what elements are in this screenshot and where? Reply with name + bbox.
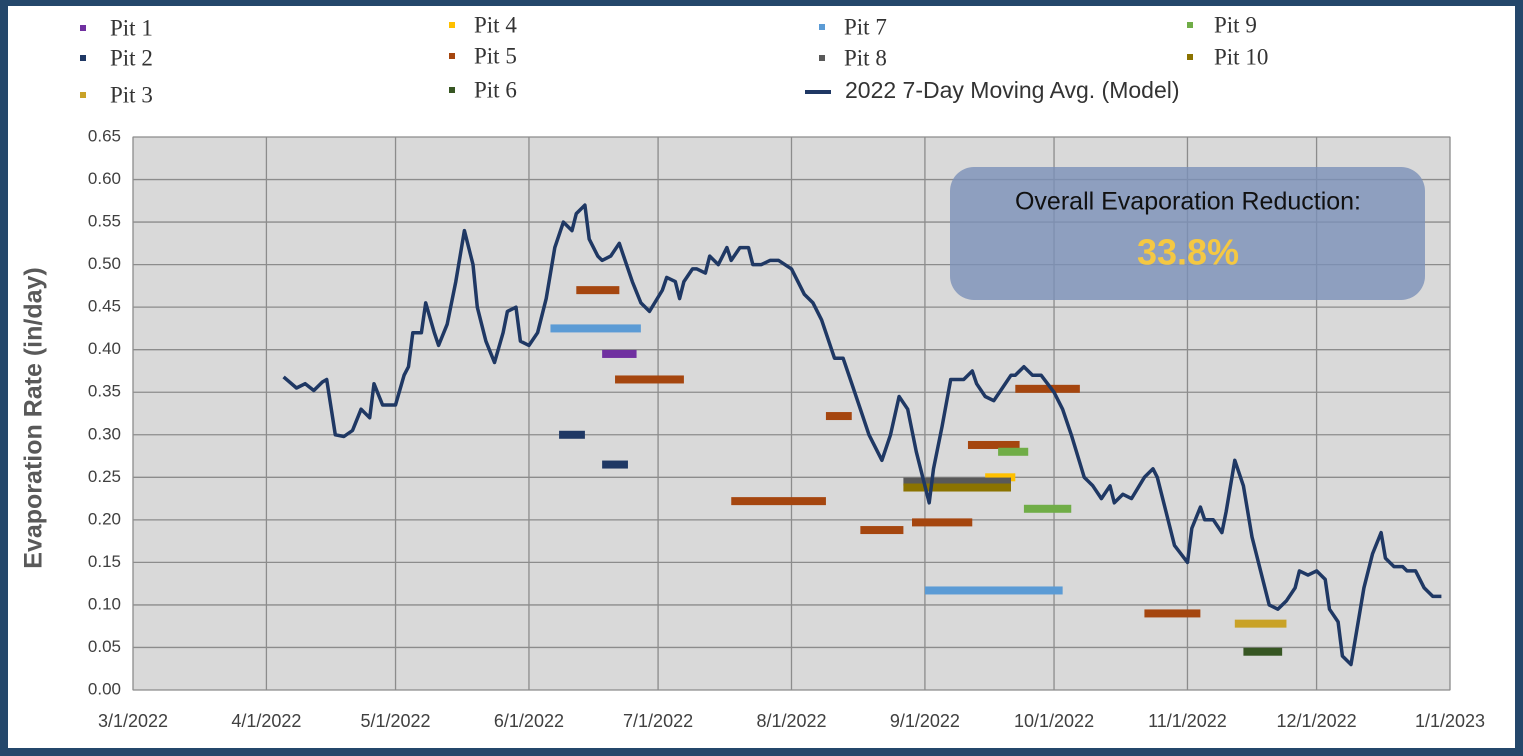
x-tick-label: 6/1/2022	[494, 711, 564, 731]
legend-swatch	[80, 25, 86, 31]
chart: Overall Evaporation Reduction: 33.8% Eva…	[0, 0, 1523, 756]
legend-label: Pit 1	[110, 15, 153, 40]
legend-label: Pit 3	[110, 82, 153, 107]
legend-label: Pit 6	[474, 77, 517, 102]
pit-segment	[1024, 505, 1071, 513]
pit-segment	[602, 350, 636, 358]
legend-swatch	[449, 53, 455, 59]
y-tick-label: 0.55	[88, 212, 121, 231]
legend-label: Pit 8	[844, 45, 887, 70]
y-tick-label: 0.00	[88, 679, 121, 698]
y-tick-label: 0.40	[88, 339, 121, 358]
x-tick-label: 12/1/2022	[1277, 711, 1357, 731]
legend-swatch	[449, 22, 455, 28]
pit-segment	[903, 484, 1011, 492]
y-axis-label: Evaporation Rate (in/day)	[20, 267, 48, 568]
legend-label: Pit 9	[1214, 12, 1257, 37]
y-tick-label: 0.60	[88, 169, 121, 188]
pit-segment	[576, 286, 619, 294]
y-tick-label: 0.15	[88, 552, 121, 571]
legend-label: Pit 7	[844, 14, 887, 39]
y-tick-label: 0.05	[88, 637, 121, 656]
pit-segment	[602, 461, 628, 469]
y-tick-label: 0.45	[88, 297, 121, 316]
y-tick-label: 0.10	[88, 594, 121, 613]
y-tick-label: 0.20	[88, 509, 121, 528]
legend-label: 2022 7-Day Moving Avg. (Model)	[845, 77, 1180, 103]
y-tick-label: 0.25	[88, 467, 121, 486]
pit-segment	[998, 448, 1028, 456]
x-tick-label: 1/1/2023	[1415, 711, 1485, 731]
pit-segment	[912, 518, 972, 526]
pit-segment	[860, 526, 903, 534]
legend-swatch	[1187, 54, 1193, 60]
pit-segment	[615, 375, 684, 383]
legend-swatch	[80, 92, 86, 98]
pit-segment	[1144, 609, 1200, 617]
annotation-value: 33.8%	[1137, 232, 1239, 273]
x-tick-label: 7/1/2022	[623, 711, 693, 731]
x-tick-label: 10/1/2022	[1014, 711, 1094, 731]
legend-label: Pit 5	[474, 43, 517, 68]
legend-swatch	[819, 55, 825, 61]
annotation-title: Overall Evaporation Reduction:	[1015, 188, 1361, 216]
x-tick-label: 5/1/2022	[361, 711, 431, 731]
x-tick-label: 3/1/2022	[98, 711, 168, 731]
y-tick-label: 0.65	[88, 126, 121, 145]
y-tick-label: 0.30	[88, 424, 121, 443]
x-tick-label: 11/1/2022	[1148, 711, 1227, 731]
legend-swatch	[819, 24, 825, 30]
y-tick-label: 0.50	[88, 254, 121, 273]
pit-segment	[826, 412, 852, 420]
x-tick-label: 9/1/2022	[890, 711, 960, 731]
pit-segment	[550, 324, 640, 332]
legend-swatch	[1187, 22, 1193, 28]
legend-label: Pit 10	[1214, 44, 1268, 69]
pit-segment	[968, 441, 1020, 449]
legend-swatch	[80, 55, 86, 61]
legend-swatch	[449, 87, 455, 93]
pit-segment	[559, 431, 585, 439]
y-tick-label: 0.35	[88, 382, 121, 401]
x-tick-label: 4/1/2022	[231, 711, 301, 731]
pit-segment	[1235, 620, 1287, 628]
legend-label: Pit 4	[474, 12, 517, 37]
pit-segment	[1243, 648, 1282, 656]
pit-segment	[925, 586, 1063, 594]
x-tick-label: 8/1/2022	[756, 711, 826, 731]
pit-segment	[731, 497, 826, 505]
legend-label: Pit 2	[110, 45, 153, 70]
